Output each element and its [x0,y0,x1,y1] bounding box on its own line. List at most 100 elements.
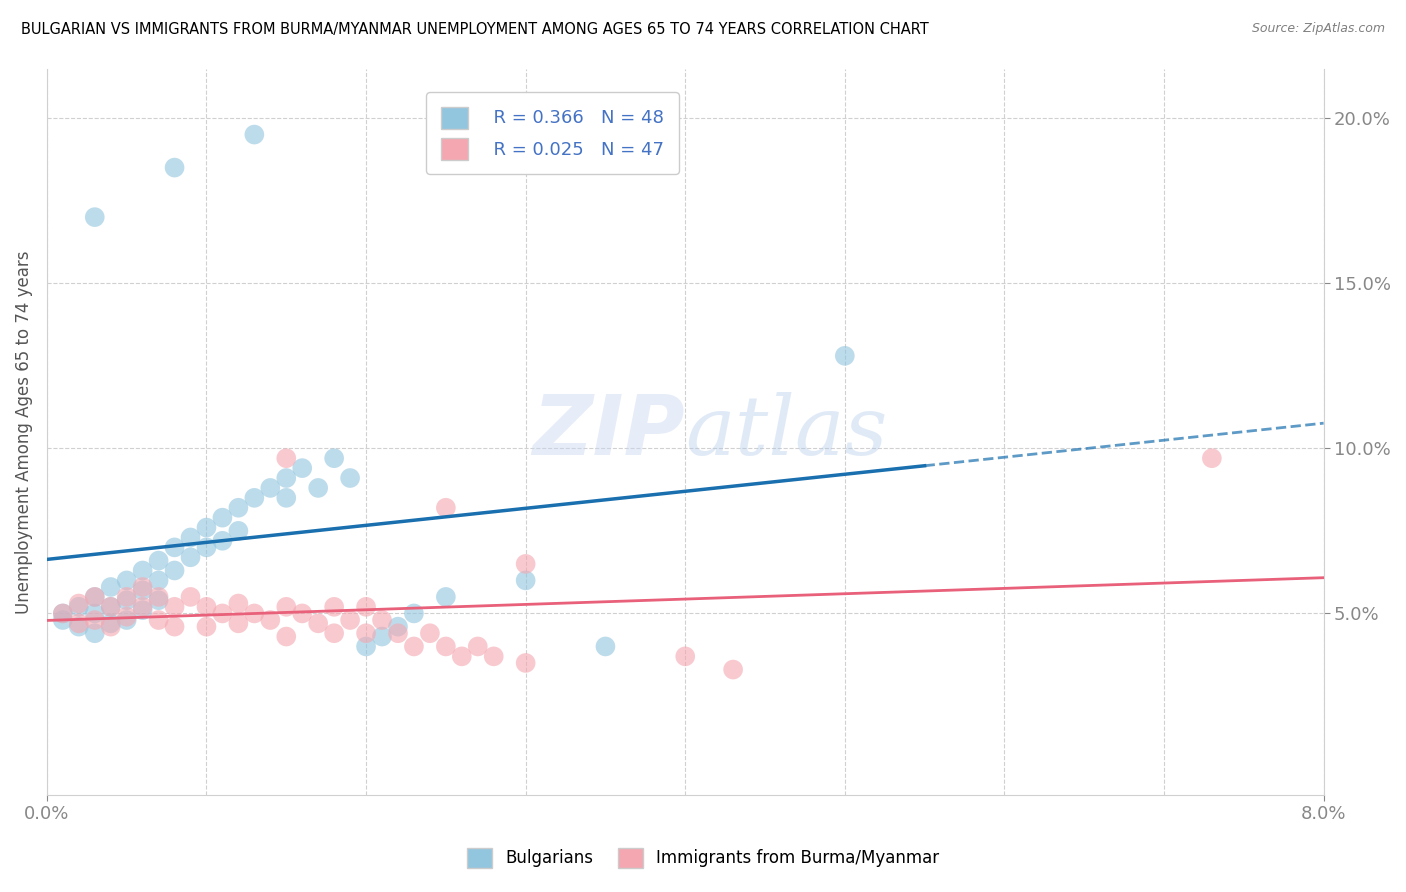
Point [291,607,314,621]
Point [467,640,489,654]
Point [402,607,425,621]
Point [67,597,90,611]
Point [354,640,377,654]
Point [354,599,377,614]
Point [131,583,153,598]
Point [163,620,186,634]
Point [323,599,346,614]
Y-axis label: Unemployment Among Ages 65 to 74 years: Unemployment Among Ages 65 to 74 years [15,250,32,614]
Point [228,616,250,631]
Point [673,649,696,664]
Point [515,656,537,670]
Point [515,574,537,588]
Point [131,580,153,594]
Point [100,620,122,634]
Point [211,510,233,524]
Point [243,128,266,142]
Point [83,607,105,621]
Point [100,599,122,614]
Point [83,590,105,604]
Point [163,161,186,175]
Point [83,590,105,604]
Legend:   R = 0.366   N = 48,   R = 0.025   N = 47: R = 0.366 N = 48, R = 0.025 N = 47 [426,92,679,174]
Point [434,500,457,515]
Point [259,613,281,627]
Point [434,590,457,604]
Text: Source: ZipAtlas.com: Source: ZipAtlas.com [1251,22,1385,36]
Point [402,640,425,654]
Point [83,626,105,640]
Point [307,616,329,631]
Point [276,599,298,614]
Point [67,620,90,634]
Point [1201,451,1223,466]
Point [52,607,75,621]
Point [482,649,505,664]
Point [163,599,186,614]
Legend: Bulgarians, Immigrants from Burma/Myanmar: Bulgarians, Immigrants from Burma/Myanma… [460,841,946,875]
Point [721,663,744,677]
Point [515,557,537,571]
Point [115,590,138,604]
Point [228,524,250,538]
Point [52,613,75,627]
Point [228,500,250,515]
Point [450,649,472,664]
Point [100,616,122,631]
Point [195,541,218,555]
Point [131,603,153,617]
Point [339,471,361,485]
Point [371,630,394,644]
Point [83,210,105,224]
Point [163,564,186,578]
Point [354,626,377,640]
Point [115,593,138,607]
Point [131,599,153,614]
Point [387,626,409,640]
Point [180,531,202,545]
Point [276,471,298,485]
Point [148,593,170,607]
Point [259,481,281,495]
Text: atlas: atlas [685,392,887,472]
Text: ZIP: ZIP [533,392,685,472]
Point [276,491,298,505]
Point [195,599,218,614]
Point [211,533,233,548]
Point [339,613,361,627]
Point [387,620,409,634]
Point [163,541,186,555]
Text: BULGARIAN VS IMMIGRANTS FROM BURMA/MYANMAR UNEMPLOYMENT AMONG AGES 65 TO 74 YEAR: BULGARIAN VS IMMIGRANTS FROM BURMA/MYANM… [21,22,929,37]
Point [148,553,170,567]
Point [276,630,298,644]
Point [148,590,170,604]
Point [276,451,298,466]
Point [83,613,105,627]
Point [307,481,329,495]
Point [323,451,346,466]
Point [323,626,346,640]
Point [195,520,218,534]
Point [115,613,138,627]
Point [100,580,122,594]
Point [115,574,138,588]
Point [131,564,153,578]
Point [115,609,138,624]
Point [371,613,394,627]
Point [180,550,202,565]
Point [291,461,314,475]
Point [595,640,617,654]
Point [834,349,856,363]
Point [228,597,250,611]
Point [67,599,90,614]
Point [211,607,233,621]
Point [434,640,457,654]
Point [243,607,266,621]
Point [195,620,218,634]
Point [100,599,122,614]
Point [67,616,90,631]
Point [419,626,441,640]
Point [180,590,202,604]
Point [52,607,75,621]
Point [243,491,266,505]
